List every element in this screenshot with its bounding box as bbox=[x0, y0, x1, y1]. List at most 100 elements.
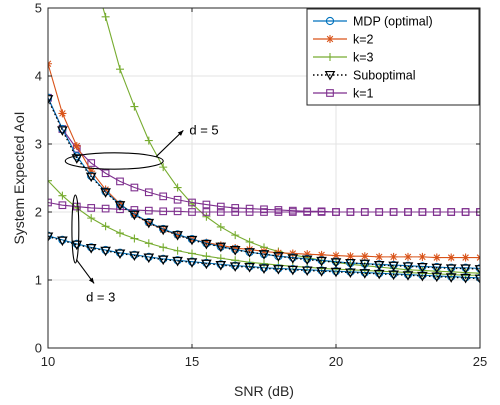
data-point-asterisk bbox=[58, 109, 67, 118]
data-point-square bbox=[116, 177, 124, 186]
legend-label: MDP (optimal) bbox=[353, 15, 433, 29]
annotation-label: d = 3 bbox=[86, 289, 115, 304]
data-point-triangle-down bbox=[157, 255, 169, 266]
series-line bbox=[48, 235, 480, 279]
data-point-triangle-down bbox=[402, 262, 414, 272]
data-point-triangle-down bbox=[57, 236, 68, 247]
data-point-asterisk bbox=[144, 218, 153, 227]
y-tick-label: 0 bbox=[35, 341, 42, 356]
y-tick-label: 4 bbox=[35, 69, 42, 84]
data-point-asterisk bbox=[245, 245, 254, 254]
data-point-triangle-down bbox=[172, 231, 183, 241]
data-point-asterisk bbox=[375, 252, 384, 261]
data-point-triangle-down bbox=[431, 272, 443, 283]
data-point-plus bbox=[202, 212, 211, 221]
data-point-triangle-down bbox=[143, 253, 155, 264]
data-point-plus bbox=[245, 237, 254, 246]
data-point-square bbox=[375, 208, 384, 216]
data-point-triangle-down bbox=[100, 246, 111, 257]
data-point-circle bbox=[303, 265, 312, 274]
data-point-asterisk bbox=[130, 210, 139, 219]
data-point-square bbox=[202, 208, 211, 216]
tick-layer: 10 15 20 25 0 1 2 3 4 5 bbox=[35, 1, 487, 370]
data-point-square bbox=[188, 198, 196, 207]
data-point-plus bbox=[476, 269, 480, 278]
data-point-circle bbox=[72, 239, 81, 249]
data-point-square bbox=[216, 208, 225, 216]
data-point-circle bbox=[101, 245, 110, 255]
data-point-triangle-down bbox=[301, 255, 313, 266]
data-point-triangle-down bbox=[345, 268, 356, 279]
data-point-triangle-down bbox=[359, 259, 371, 270]
annotation-arrow bbox=[155, 130, 184, 158]
data-point-triangle-down bbox=[129, 210, 140, 221]
data-point-circle bbox=[144, 252, 153, 262]
x-tick-label: 25 bbox=[473, 354, 487, 369]
y-tick-label: 3 bbox=[35, 137, 42, 152]
data-point-triangle-down bbox=[330, 267, 342, 278]
data-point-circle bbox=[317, 256, 326, 265]
data-point-plus bbox=[130, 234, 139, 243]
data-point-plus bbox=[116, 229, 124, 238]
data-point-plus bbox=[216, 222, 225, 231]
data-point-asterisk bbox=[260, 247, 268, 256]
data-point-circle bbox=[87, 171, 96, 181]
data-point-triangle-down bbox=[359, 269, 371, 279]
data-point-plus bbox=[144, 239, 153, 248]
data-point-plus bbox=[101, 222, 110, 231]
annotation-arrowhead bbox=[88, 277, 95, 284]
data-point-square bbox=[332, 208, 340, 216]
data-point-square bbox=[188, 208, 196, 216]
data-point-asterisk bbox=[418, 252, 427, 261]
data-point-square bbox=[260, 208, 268, 216]
y-tick-label: 1 bbox=[35, 273, 42, 288]
data-point-circle bbox=[259, 263, 269, 272]
data-point-triangle-down bbox=[157, 225, 169, 236]
legend: MDP (optimal) k=2 k=3 Suboptimal k=1 bbox=[306, 8, 480, 106]
data-point-circle bbox=[418, 262, 427, 271]
data-point-asterisk bbox=[332, 251, 340, 260]
data-point-triangle-down bbox=[85, 172, 97, 183]
data-point-circle bbox=[101, 187, 110, 196]
data-point-triangle-down bbox=[460, 273, 471, 284]
data-point-asterisk bbox=[231, 244, 240, 253]
data-point-asterisk bbox=[202, 238, 211, 247]
data-point-triangle-down bbox=[373, 269, 385, 280]
data-point-asterisk bbox=[159, 225, 168, 234]
data-point-asterisk bbox=[432, 253, 441, 262]
data-point-triangle-down bbox=[186, 258, 198, 268]
data-point-square bbox=[389, 208, 398, 216]
series-line bbox=[48, 98, 480, 270]
data-point-triangle-down bbox=[114, 201, 126, 211]
annotation-arrowhead bbox=[177, 130, 184, 136]
data-point-square bbox=[173, 207, 182, 216]
data-point-square bbox=[245, 208, 254, 216]
data-point-triangle-down bbox=[273, 252, 284, 262]
data-point-triangle-down bbox=[417, 271, 428, 282]
data-point-asterisk bbox=[389, 252, 398, 261]
data-point-square bbox=[432, 208, 441, 216]
data-point-triangle-down bbox=[445, 273, 457, 283]
y-tick-label: 2 bbox=[35, 205, 42, 220]
data-point-circle bbox=[159, 254, 168, 264]
data-point-plus bbox=[144, 136, 153, 145]
data-point-triangle-down bbox=[215, 261, 227, 271]
data-point-square bbox=[202, 200, 211, 209]
data-point-asterisk bbox=[87, 167, 96, 176]
data-point-square bbox=[303, 208, 312, 216]
data-point-asterisk bbox=[447, 253, 456, 262]
data-point-triangle-down bbox=[316, 267, 327, 277]
data-point-square bbox=[231, 204, 240, 212]
data-point-circle bbox=[58, 235, 67, 245]
data-point-triangle-down bbox=[301, 266, 313, 277]
data-point-asterisk bbox=[360, 252, 369, 261]
data-point-circle bbox=[187, 235, 197, 244]
data-point-triangle-down bbox=[215, 242, 227, 253]
data-point-circle bbox=[461, 263, 470, 272]
plot-frame bbox=[47, 7, 481, 349]
data-point-triangle-down bbox=[316, 256, 327, 267]
data-point-square bbox=[274, 208, 283, 216]
annotation-label: d = 5 bbox=[189, 122, 218, 137]
legend-label: Suboptimal bbox=[353, 69, 416, 83]
